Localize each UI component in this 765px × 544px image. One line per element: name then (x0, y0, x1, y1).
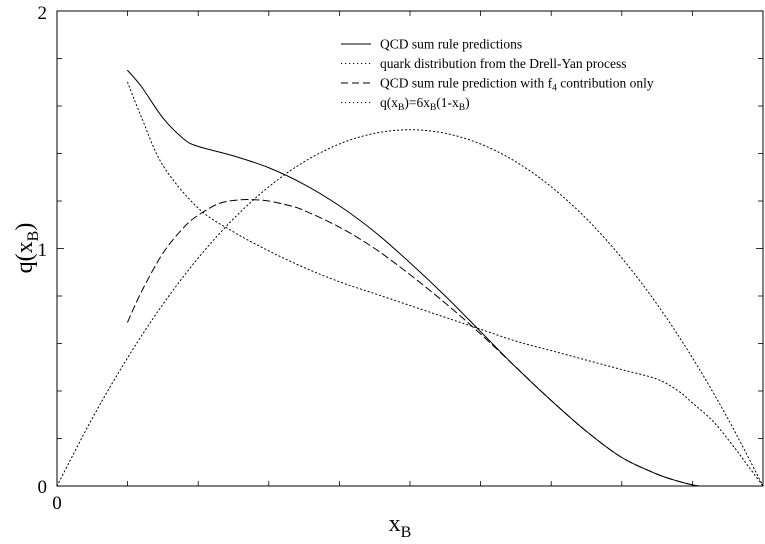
legend-label-0: QCD sum rule predictions (380, 37, 522, 52)
series-line-3 (56, 129, 764, 487)
y-axis-title: q(xB) (12, 223, 42, 274)
series-line-0 (127, 69, 700, 487)
x-tick-label-0: 0 (52, 493, 62, 514)
y-tick-label-0: 0 (38, 477, 48, 498)
y-tick-label-2: 2 (38, 3, 48, 24)
series-line-2 (127, 198, 700, 487)
axis-ticks (57, 10, 763, 486)
legend-label-3: q(xB)=6xB(1-xB) (380, 95, 470, 113)
x-axis-title: xB (389, 511, 412, 541)
legend-label-2: QCD sum rule prediction with f4 contribu… (380, 76, 654, 94)
series-layer (56, 69, 764, 487)
y-tick-label-1: 1 (38, 240, 48, 261)
legend: QCD sum rule predictions quark distributi… (341, 37, 654, 113)
legend-label-1: quark distribution from the Drell-Yan pr… (380, 56, 626, 71)
series-line-1 (127, 81, 764, 487)
